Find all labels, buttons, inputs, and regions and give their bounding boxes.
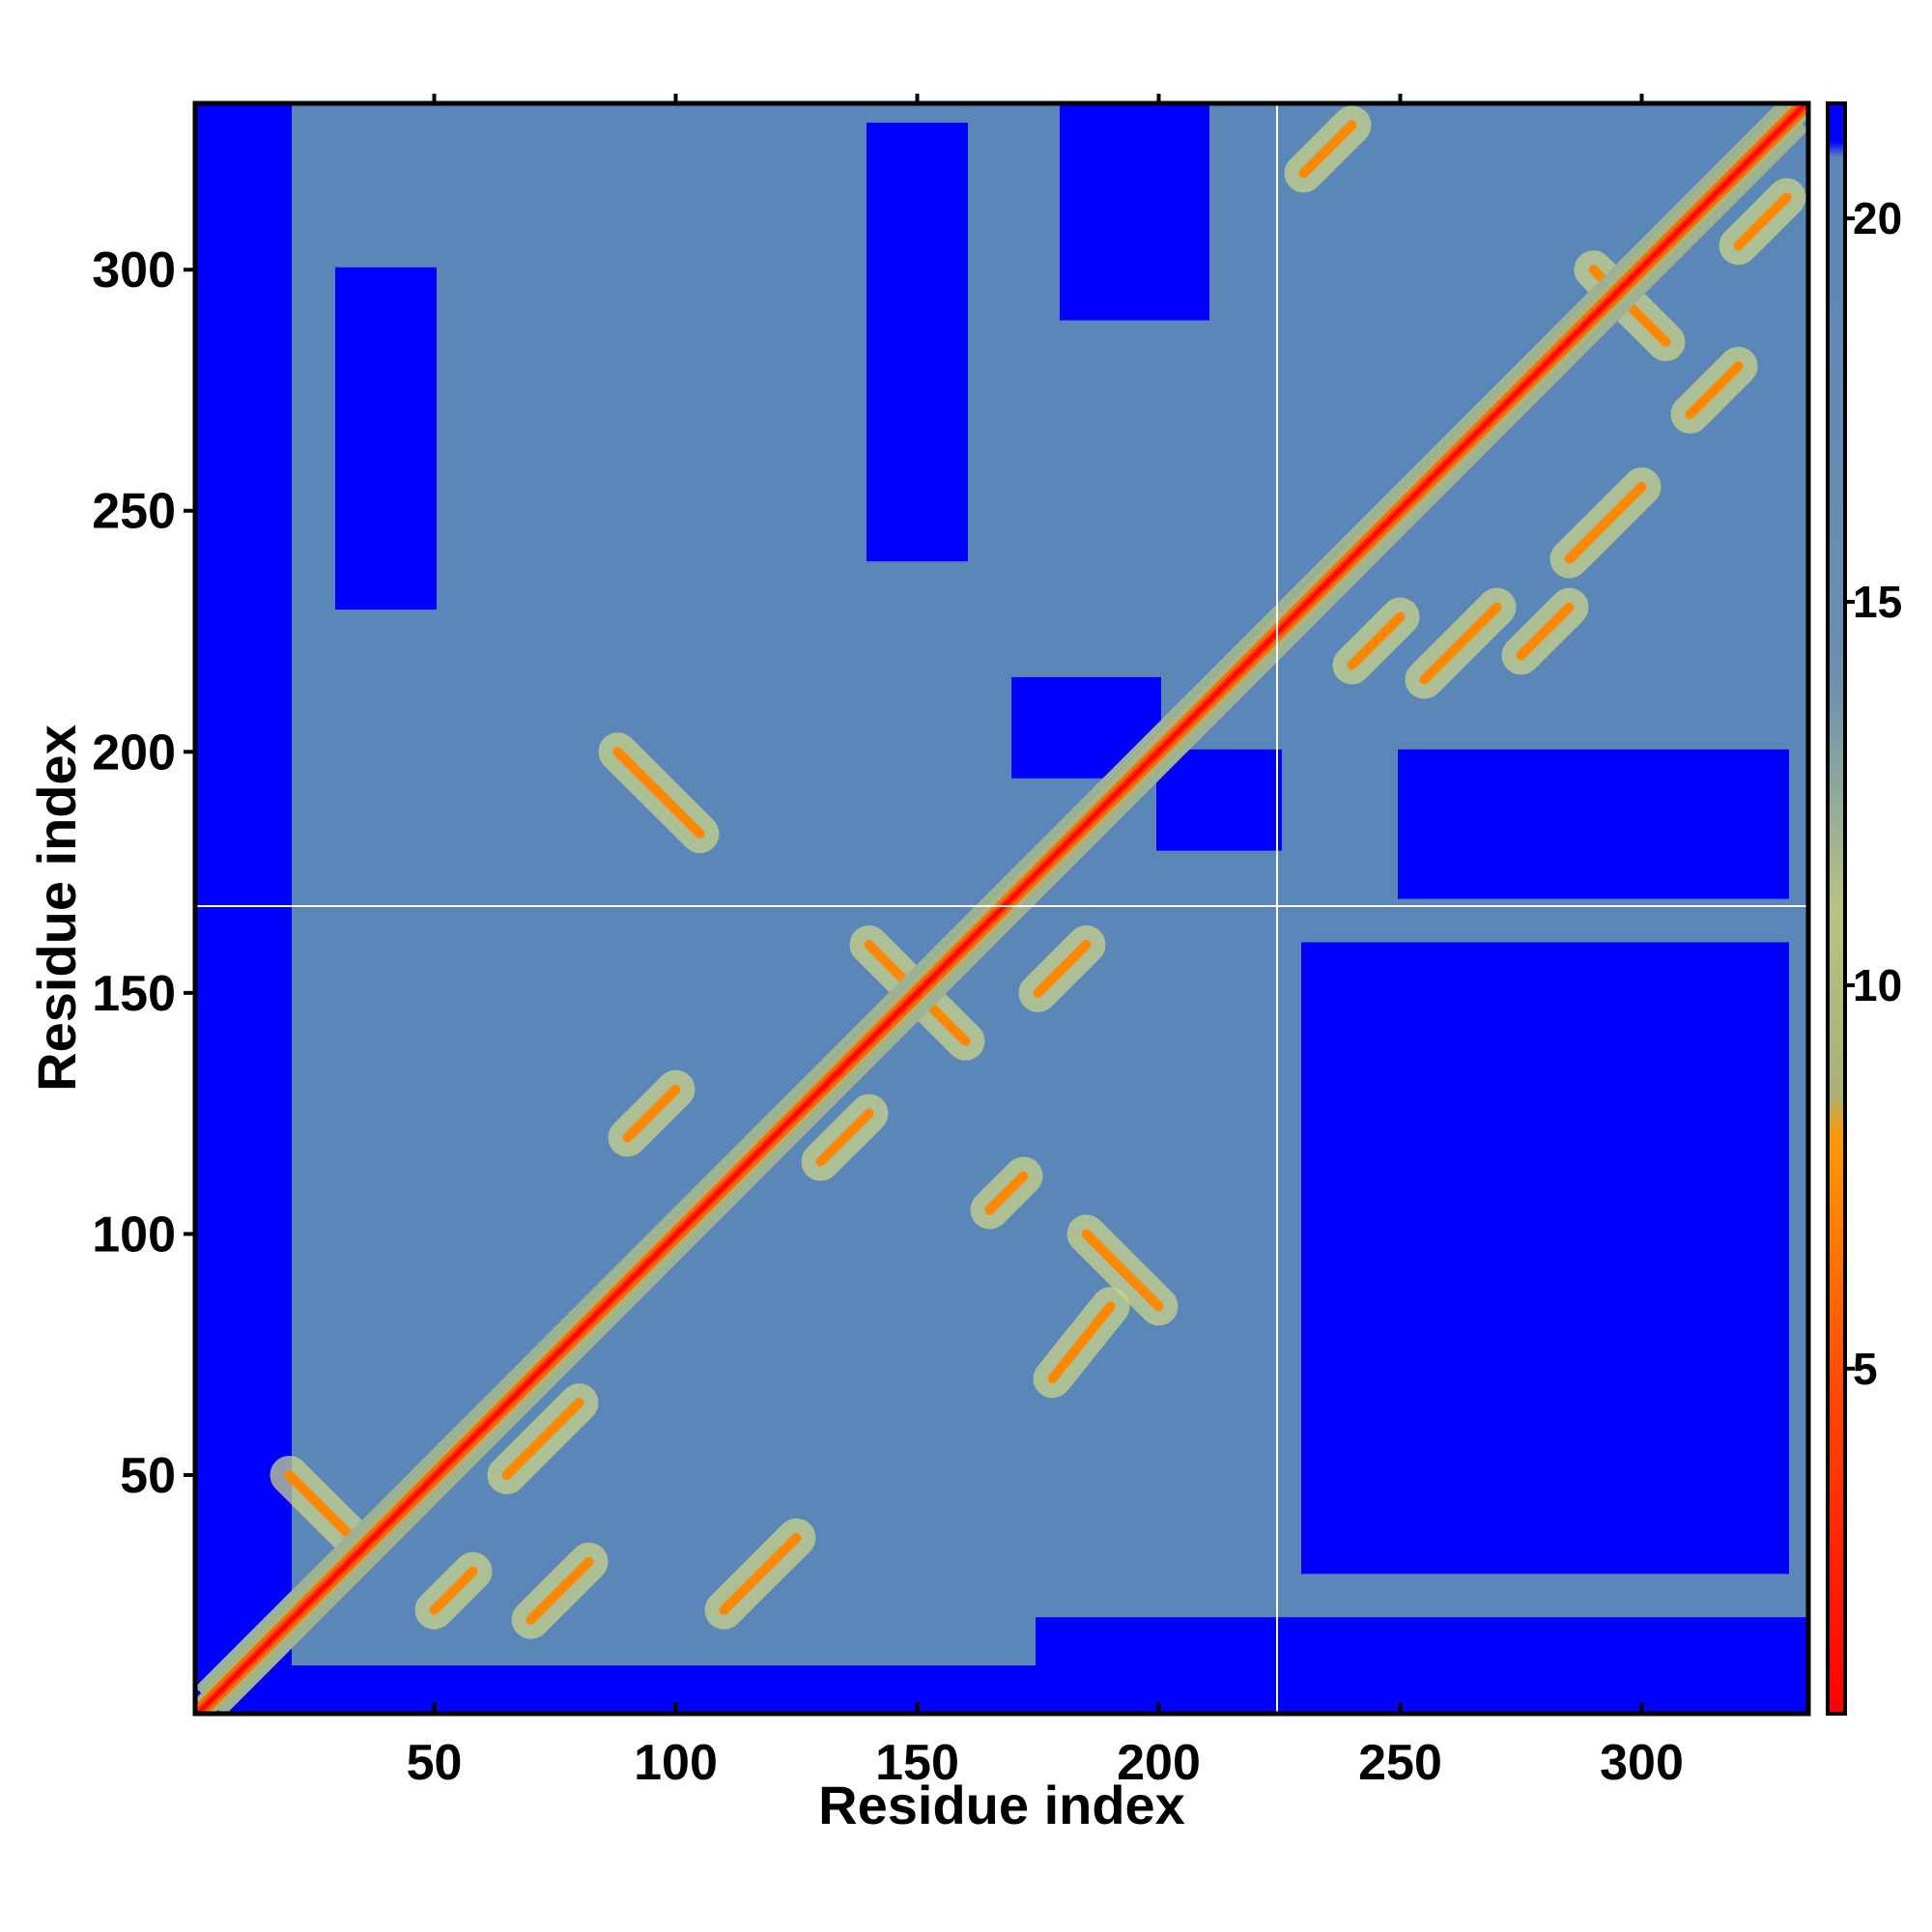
contact-segment [622,1084,681,1143]
heatmap-cells [195,103,1808,1714]
colorbar-frame [1826,101,1847,1716]
contact-segment [1033,939,1092,998]
x-axis-ticks: 50 100 150 200 250 300 [407,94,1684,1791]
colorbar-tick-label: 15 [1853,577,1902,627]
colorbar-ticks: 5 10 15 20 [1845,193,1902,1394]
y-tick-label: 250 [92,484,176,540]
y-axis-title: Residue index [26,724,87,1092]
x-tick-label: 300 [1600,1735,1684,1791]
x-tick-label: 200 [1117,1735,1201,1791]
contact-segment [1081,1229,1164,1312]
x-axis-title: Residue index [818,1775,1185,1835]
contact-segment [1685,361,1744,419]
contact-segment [1347,611,1406,670]
contact-segment [815,1108,874,1167]
y-tick-label: 50 [120,1448,176,1504]
far-distance-region [195,103,292,1714]
contact-segment [1419,602,1502,685]
far-distance-region [1156,749,1282,851]
x-tick-label: 50 [407,1735,463,1791]
colorbar-tick-label: 10 [1853,960,1902,1010]
y-tick-label: 150 [92,966,176,1022]
contact-segment [719,1532,802,1615]
y-tick-label: 200 [92,724,176,781]
colorbar: 5 10 15 20 [1826,101,1902,1716]
far-distance-region [1301,942,1789,1575]
plot-frame [192,100,1811,1717]
far-distance-region [867,122,968,562]
y-tick-label: 300 [92,242,176,298]
contact-segment [526,1556,594,1625]
contact-segment [984,1171,1029,1215]
far-distance-region [1060,103,1209,321]
x-tick-label: 150 [875,1735,959,1791]
far-distance-region [335,267,437,611]
far-distance-region [1398,749,1789,899]
colorbar-tick-label: 20 [1853,193,1902,243]
contact-segment [501,1398,584,1480]
contact-segment [1298,120,1357,179]
far-distance-region [1036,1617,1808,1714]
gap-lines [195,103,1808,1714]
colorbar-fill [1828,103,1845,1714]
contact-segment [1047,1301,1116,1384]
contact-segment [1516,602,1575,661]
y-axis-ticks: 50 100 150 200 250 300 [92,242,195,1504]
x-tick-label: 100 [634,1735,718,1791]
y-tick-label: 100 [92,1207,176,1263]
contact-segment [429,1566,478,1615]
x-tick-label: 250 [1358,1735,1442,1791]
diagonal-band [195,103,1808,1714]
contact-segment [1733,192,1792,251]
contact-segment [1564,481,1647,564]
contact-segment [612,747,705,839]
colorbar-tick-label: 5 [1853,1344,1878,1394]
